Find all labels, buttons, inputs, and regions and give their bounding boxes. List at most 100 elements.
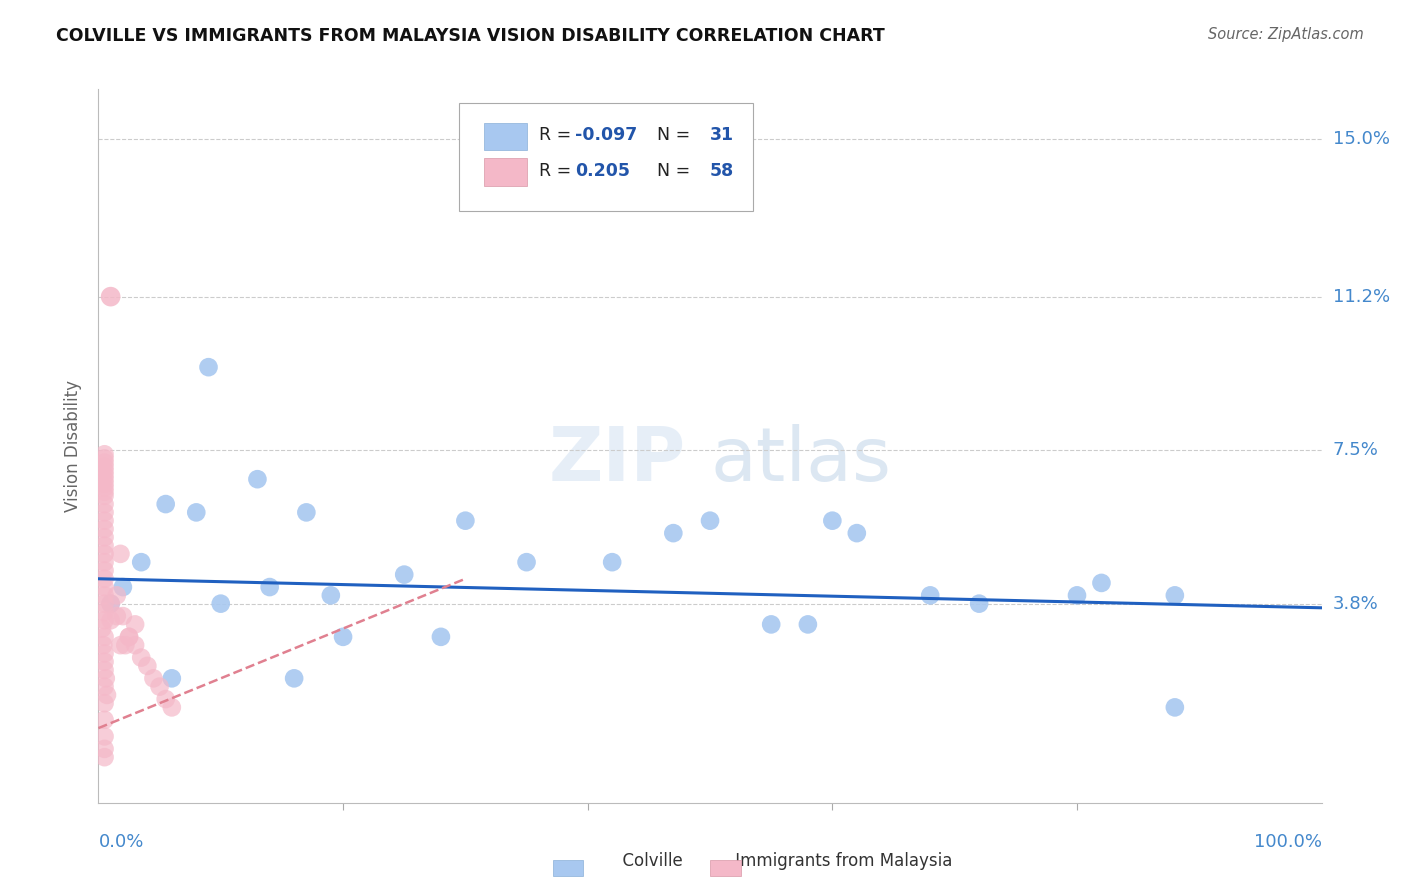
Point [392, 567, 416, 582]
Point [93, 588, 115, 602]
Point [160, 700, 183, 714]
Point [100, 597, 122, 611]
Point [920, 588, 942, 602]
Point [600, 555, 623, 569]
Point [160, 671, 183, 685]
Point [129, 555, 152, 569]
Point [93, 497, 115, 511]
Point [93, 564, 115, 578]
Point [93, 663, 115, 677]
Point [93, 464, 115, 478]
Point [93, 613, 115, 627]
Point [93, 514, 115, 528]
Point [110, 638, 132, 652]
Point [209, 597, 232, 611]
Text: 100.0%: 100.0% [1254, 833, 1322, 851]
Point [515, 555, 537, 569]
Text: N =: N = [647, 161, 696, 179]
Point [454, 514, 477, 528]
FancyBboxPatch shape [460, 103, 752, 211]
Bar [484, 159, 526, 186]
Text: 58: 58 [710, 161, 734, 179]
Text: 11.2%: 11.2% [1333, 287, 1391, 306]
Text: N =: N = [647, 126, 696, 144]
Point [1066, 588, 1088, 602]
Point [93, 456, 115, 470]
Point [129, 650, 152, 665]
Point [93, 459, 115, 474]
Point [100, 613, 122, 627]
Point [197, 360, 219, 375]
Point [91, 622, 114, 636]
Point [93, 468, 115, 483]
Point [319, 588, 342, 602]
Point [967, 597, 990, 611]
Point [105, 609, 128, 624]
Point [118, 630, 141, 644]
Point [93, 597, 115, 611]
Point [93, 530, 115, 544]
Point [186, 505, 208, 519]
Point [100, 290, 122, 304]
Point [93, 555, 115, 569]
Text: 0.0%: 0.0% [98, 833, 143, 851]
Point [93, 472, 115, 486]
Point [142, 671, 165, 685]
Point [111, 609, 134, 624]
Point [1164, 700, 1187, 714]
Point [93, 696, 115, 710]
Point [93, 522, 115, 536]
Point [155, 497, 177, 511]
Point [105, 588, 128, 602]
Point [93, 630, 115, 644]
Point [93, 451, 115, 466]
Point [93, 713, 115, 727]
Point [93, 655, 115, 669]
Point [100, 597, 122, 611]
Point [93, 750, 115, 764]
Point [96, 688, 118, 702]
Point [246, 472, 269, 486]
Point [124, 638, 146, 652]
Point [845, 526, 868, 541]
Point [93, 580, 115, 594]
Text: COLVILLE VS IMMIGRANTS FROM MALAYSIA VISION DISABILITY CORRELATION CHART: COLVILLE VS IMMIGRANTS FROM MALAYSIA VIS… [56, 27, 884, 45]
Text: ZIP: ZIP [548, 424, 686, 497]
Text: 7.5%: 7.5% [1333, 442, 1379, 459]
Point [821, 514, 844, 528]
Point [761, 617, 783, 632]
Point [93, 481, 115, 495]
Text: 0.205: 0.205 [575, 161, 630, 179]
Text: 15.0%: 15.0% [1333, 130, 1389, 148]
Point [118, 630, 141, 644]
Text: R =: R = [538, 126, 576, 144]
Point [93, 647, 115, 661]
Text: 3.8%: 3.8% [1333, 595, 1378, 613]
Y-axis label: Vision Disability: Vision Disability [65, 380, 83, 512]
Point [91, 638, 114, 652]
Point [93, 476, 115, 491]
Point [114, 638, 136, 652]
Point [94, 671, 117, 685]
Point [1090, 575, 1112, 590]
Point [699, 514, 721, 528]
Point [155, 692, 177, 706]
Point [295, 505, 318, 519]
Point [93, 547, 115, 561]
Point [93, 505, 115, 519]
Text: 31: 31 [710, 126, 734, 144]
Text: Source: ZipAtlas.com: Source: ZipAtlas.com [1208, 27, 1364, 42]
Point [283, 671, 305, 685]
Point [110, 547, 132, 561]
Point [662, 526, 685, 541]
Point [136, 659, 159, 673]
Point [93, 489, 115, 503]
Point [332, 630, 354, 644]
Point [93, 730, 115, 744]
Point [93, 484, 115, 499]
Point [430, 630, 453, 644]
Text: -0.097: -0.097 [575, 126, 638, 144]
Point [111, 580, 134, 594]
Text: atlas: atlas [710, 424, 891, 497]
Point [93, 539, 115, 553]
